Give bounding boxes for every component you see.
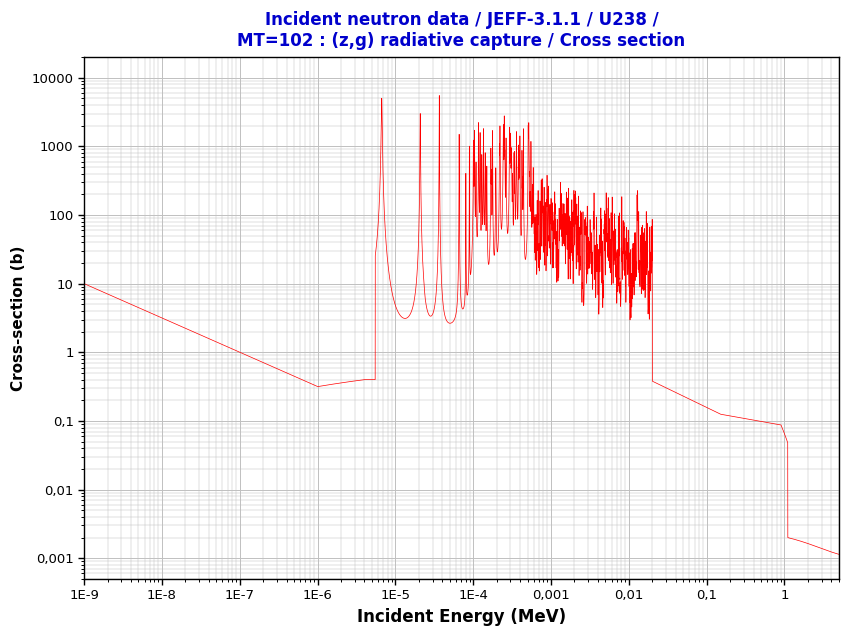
Title: Incident neutron data / JEFF-3.1.1 / U238 /
MT=102 : (z,g) radiative capture / C: Incident neutron data / JEFF-3.1.1 / U23… <box>237 11 686 50</box>
X-axis label: Incident Energy (MeV): Incident Energy (MeV) <box>357 608 566 626</box>
Y-axis label: Cross-section (b): Cross-section (b) <box>11 245 26 390</box>
